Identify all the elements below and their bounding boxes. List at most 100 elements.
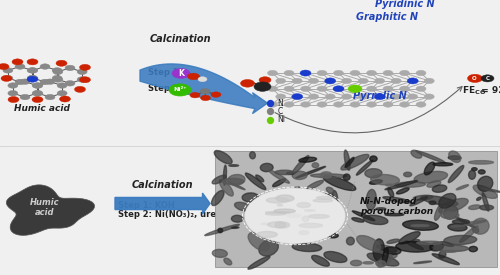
Circle shape: [32, 90, 42, 96]
Circle shape: [358, 94, 368, 99]
Circle shape: [342, 78, 352, 84]
Ellipse shape: [444, 235, 476, 245]
Text: Ni-N-doped
porous carbon: Ni-N-doped porous carbon: [360, 197, 433, 216]
Ellipse shape: [356, 160, 373, 175]
Ellipse shape: [411, 225, 429, 226]
Circle shape: [57, 90, 67, 96]
Point: [266, 109, 274, 114]
Circle shape: [33, 90, 43, 96]
Text: N: N: [278, 99, 283, 108]
Ellipse shape: [382, 248, 388, 265]
Circle shape: [300, 70, 311, 76]
Circle shape: [366, 102, 376, 107]
Ellipse shape: [302, 216, 308, 222]
Ellipse shape: [296, 166, 326, 178]
Ellipse shape: [456, 185, 468, 190]
Ellipse shape: [278, 222, 289, 228]
Ellipse shape: [292, 171, 307, 180]
Ellipse shape: [473, 185, 497, 198]
Ellipse shape: [278, 204, 282, 206]
Ellipse shape: [323, 176, 356, 191]
Circle shape: [45, 79, 55, 84]
Ellipse shape: [439, 194, 456, 208]
Point: [266, 101, 274, 105]
Ellipse shape: [314, 206, 324, 213]
Ellipse shape: [276, 195, 294, 202]
Ellipse shape: [214, 150, 232, 164]
Ellipse shape: [268, 222, 289, 228]
Ellipse shape: [287, 207, 310, 210]
Ellipse shape: [448, 166, 464, 183]
Circle shape: [8, 90, 18, 96]
Circle shape: [240, 79, 254, 87]
Circle shape: [200, 89, 210, 94]
Text: Humic acid: Humic acid: [14, 104, 70, 113]
Circle shape: [416, 86, 426, 92]
Circle shape: [334, 70, 344, 76]
Ellipse shape: [402, 220, 438, 230]
Circle shape: [391, 78, 401, 84]
Ellipse shape: [296, 187, 301, 189]
Circle shape: [3, 75, 13, 81]
Ellipse shape: [404, 172, 411, 177]
Ellipse shape: [352, 218, 364, 222]
Ellipse shape: [292, 226, 300, 235]
Ellipse shape: [396, 188, 409, 194]
Ellipse shape: [306, 180, 324, 189]
Circle shape: [40, 79, 50, 85]
Circle shape: [416, 70, 426, 76]
Ellipse shape: [266, 212, 290, 213]
Circle shape: [391, 94, 401, 99]
Ellipse shape: [370, 174, 400, 185]
Circle shape: [65, 65, 75, 71]
Ellipse shape: [344, 150, 350, 170]
Ellipse shape: [250, 152, 256, 159]
Ellipse shape: [256, 232, 278, 238]
Ellipse shape: [320, 172, 332, 178]
Ellipse shape: [399, 232, 420, 244]
Ellipse shape: [385, 181, 418, 190]
Ellipse shape: [313, 199, 332, 202]
Ellipse shape: [212, 249, 228, 257]
Ellipse shape: [468, 170, 475, 179]
Circle shape: [52, 75, 62, 81]
Ellipse shape: [472, 227, 478, 233]
Circle shape: [80, 64, 90, 70]
Ellipse shape: [318, 222, 335, 234]
Ellipse shape: [364, 215, 388, 225]
Circle shape: [52, 68, 62, 73]
Circle shape: [33, 83, 43, 88]
Text: Ni²⁺: Ni²⁺: [174, 87, 187, 92]
Ellipse shape: [350, 260, 362, 266]
Circle shape: [12, 59, 23, 65]
Ellipse shape: [430, 243, 444, 251]
Polygon shape: [6, 185, 94, 235]
Text: C: C: [486, 76, 490, 81]
Ellipse shape: [460, 226, 478, 243]
Ellipse shape: [388, 188, 394, 197]
Text: K: K: [178, 69, 184, 78]
Ellipse shape: [434, 204, 443, 220]
Ellipse shape: [242, 193, 259, 202]
Circle shape: [27, 76, 38, 82]
Ellipse shape: [432, 254, 460, 265]
Text: Pyrrolic N: Pyrrolic N: [353, 91, 407, 101]
Ellipse shape: [220, 180, 234, 196]
Ellipse shape: [310, 174, 347, 178]
Circle shape: [383, 86, 393, 92]
Circle shape: [342, 94, 352, 99]
Ellipse shape: [438, 198, 468, 213]
Circle shape: [27, 59, 38, 65]
Circle shape: [325, 78, 336, 84]
Ellipse shape: [439, 251, 446, 258]
Circle shape: [15, 64, 25, 69]
Ellipse shape: [297, 203, 310, 208]
Ellipse shape: [433, 163, 452, 166]
Circle shape: [325, 94, 335, 99]
Ellipse shape: [316, 196, 333, 199]
Ellipse shape: [248, 256, 270, 269]
Ellipse shape: [421, 196, 458, 206]
Circle shape: [408, 94, 418, 99]
Ellipse shape: [385, 213, 404, 216]
Ellipse shape: [448, 156, 461, 160]
